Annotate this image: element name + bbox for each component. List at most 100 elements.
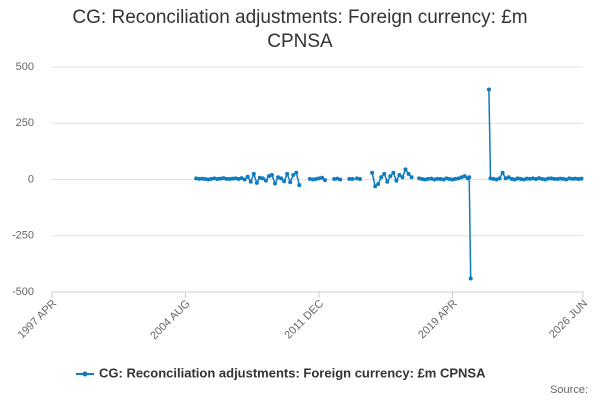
data-point <box>468 276 473 281</box>
data-point <box>435 176 440 181</box>
data-point <box>203 177 208 182</box>
data-point <box>269 173 274 177</box>
data-point <box>230 176 235 181</box>
data-point <box>467 175 472 180</box>
data-point <box>347 176 352 181</box>
y-tick-label: 0 <box>28 173 34 185</box>
data-point <box>456 176 461 181</box>
y-tick-label: 500 <box>16 61 34 73</box>
data-point <box>573 176 578 181</box>
legend-marker <box>82 371 88 377</box>
data-point <box>400 175 405 180</box>
data-point <box>260 176 265 181</box>
data-point <box>276 175 281 180</box>
data-point <box>429 176 434 181</box>
data-point <box>291 173 296 177</box>
data-point <box>370 170 375 175</box>
data-point <box>423 177 428 182</box>
data-point <box>549 176 554 181</box>
data-point <box>239 176 244 181</box>
data-point <box>282 179 287 184</box>
data-point <box>432 177 437 182</box>
data-point <box>524 176 529 181</box>
data-point <box>530 176 535 181</box>
data-point <box>453 176 458 181</box>
data-point <box>385 179 390 184</box>
data-point <box>567 176 572 181</box>
data-point <box>266 174 271 179</box>
data-point <box>294 170 299 175</box>
data-point <box>533 177 538 182</box>
data-point <box>335 176 340 181</box>
x-tick-label: 2026 JUN <box>547 298 590 341</box>
series-line <box>196 89 582 279</box>
data-point <box>224 176 229 181</box>
data-point <box>288 180 293 185</box>
data-point <box>394 178 399 183</box>
data-point <box>350 177 355 182</box>
data-point <box>555 177 560 182</box>
data-point <box>245 174 250 179</box>
data-point <box>462 174 467 179</box>
data-point <box>310 177 315 182</box>
data-point <box>426 176 431 181</box>
data-point <box>212 176 217 181</box>
data-point <box>515 176 520 181</box>
data-point <box>540 176 545 181</box>
data-point <box>558 176 563 181</box>
data-point <box>197 176 202 181</box>
data-point <box>338 177 343 182</box>
data-point <box>570 176 575 181</box>
data-point <box>521 177 526 182</box>
x-tick-label: 1997 APR <box>16 298 60 342</box>
data-point <box>242 177 247 182</box>
data-point <box>200 176 205 181</box>
data-point <box>518 177 523 182</box>
data-point <box>236 176 241 181</box>
data-point <box>354 176 359 181</box>
data-point <box>379 175 384 180</box>
data-point <box>497 176 502 181</box>
data-point <box>417 176 422 181</box>
data-point <box>317 176 322 181</box>
data-point <box>221 176 226 181</box>
data-point <box>491 176 496 181</box>
chart-title: CG: Reconciliation adjustments: Foreign … <box>72 7 528 52</box>
data-point <box>215 177 220 182</box>
data-point <box>438 177 443 182</box>
data-point <box>406 171 411 176</box>
data-point <box>494 177 499 182</box>
data-point <box>332 177 337 182</box>
data-point <box>441 177 446 182</box>
data-point <box>320 175 325 180</box>
data-point <box>273 181 278 186</box>
data-point <box>403 167 408 172</box>
data-point <box>388 174 393 179</box>
data-point <box>307 176 312 181</box>
data-point <box>263 178 268 183</box>
data-point <box>459 175 464 180</box>
y-tick-label: 250 <box>16 117 34 129</box>
data-point <box>206 177 211 182</box>
data-point <box>373 184 378 189</box>
data-point <box>543 177 548 182</box>
data-point <box>279 176 284 181</box>
data-point <box>420 177 425 182</box>
data-point <box>447 177 452 182</box>
data-point <box>564 177 569 182</box>
data-point <box>376 182 381 186</box>
data-point <box>527 176 532 181</box>
data-point <box>503 176 508 181</box>
source: Source: <box>550 384 588 396</box>
data-point <box>488 176 493 181</box>
data-point <box>254 180 259 185</box>
x-tick-label: 2019 APR <box>416 298 460 342</box>
data-point <box>444 176 449 181</box>
data-point <box>323 178 328 183</box>
data-point <box>285 171 290 176</box>
data-point <box>576 177 581 182</box>
y-tick-label: -500 <box>12 286 34 298</box>
data-point <box>251 171 256 176</box>
